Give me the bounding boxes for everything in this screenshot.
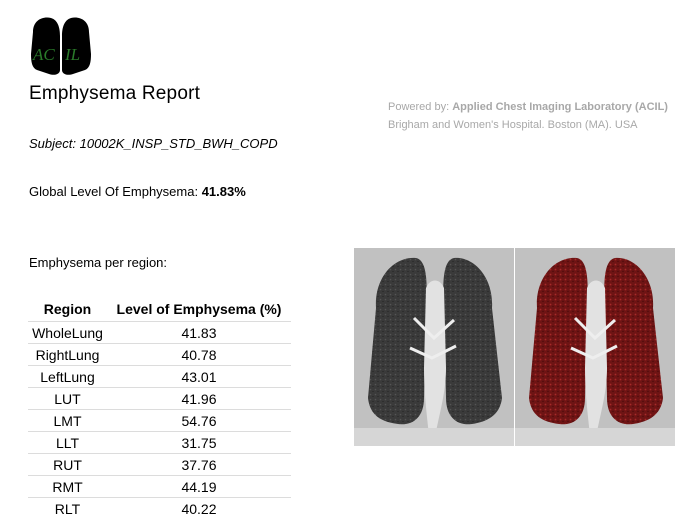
table-row: WholeLung 41.83 <box>28 321 291 344</box>
acil-logo: AC IL <box>31 17 91 75</box>
subject-label: Subject: <box>29 136 76 151</box>
region-table: Region Level of Emphysema (%) WholeLung 4… <box>28 297 291 519</box>
powered-by-block: Powered by: Applied Chest Imaging Labora… <box>388 98 668 134</box>
table-header-row: Region Level of Emphysema (%) <box>28 297 291 322</box>
emphysema-value-cell: 54.76 <box>107 409 291 432</box>
emphysema-value-cell: 44.19 <box>107 475 291 498</box>
report-title: Emphysema Report <box>29 83 201 104</box>
emphysema-value-cell: 40.22 <box>107 497 291 519</box>
table-row: RUT 37.76 <box>28 453 291 476</box>
logo-letters-il: IL <box>64 45 80 64</box>
column-header-level: Level of Emphysema (%) <box>116 301 282 317</box>
region-name-cell: RLT <box>28 497 107 519</box>
logo-letters-ac: AC <box>32 45 55 64</box>
region-name-cell: LeftLung <box>28 365 107 388</box>
emphysema-value-cell: 37.76 <box>107 453 291 476</box>
left-lung-shape <box>31 17 60 75</box>
table-row: RightLung 40.78 <box>28 343 291 366</box>
region-name-cell: RMT <box>28 475 107 498</box>
per-region-heading: Emphysema per region: <box>29 255 168 270</box>
table-row: LLT 31.75 <box>28 431 291 454</box>
ct-emphysema-overlay-view <box>515 248 675 446</box>
emphysema-value-cell: 40.78 <box>107 343 291 366</box>
global-emphysema: Global Level Of Emphysema: 41.83% <box>29 184 246 199</box>
region-name-cell: WholeLung <box>28 321 107 344</box>
table-row: LUT 41.96 <box>28 387 291 410</box>
region-name-cell: LUT <box>28 387 107 410</box>
emphysema-value-cell: 41.83 <box>107 321 291 344</box>
region-name-cell: RightLung <box>28 343 107 366</box>
table-row: LMT 54.76 <box>28 409 291 432</box>
lab-address: Brigham and Women's Hospital. Boston (MA… <box>388 119 638 131</box>
table-row: RMT 44.19 <box>28 475 291 498</box>
right-lung-shape <box>62 17 91 75</box>
emphysema-value-cell: 31.75 <box>107 431 291 454</box>
emphysema-value-cell: 41.96 <box>107 387 291 410</box>
powered-by-prefix: Powered by: <box>388 101 450 113</box>
lab-name: Applied Chest Imaging Laboratory (ACIL) <box>452 101 668 113</box>
subject-line: Subject: 10002K_INSP_STD_BWH_COPD <box>29 136 278 151</box>
region-name-cell: RUT <box>28 453 107 476</box>
global-value: 41.83% <box>201 184 246 199</box>
column-header-region: Region <box>43 301 92 317</box>
global-label: Global Level Of Emphysema: <box>29 184 199 199</box>
ct-coronal-images <box>354 248 675 446</box>
emphysema-value-cell: 43.01 <box>107 365 291 388</box>
table-row: RLT 40.22 <box>28 497 291 519</box>
ct-plain-view <box>354 248 514 446</box>
region-name-cell: LMT <box>28 409 107 432</box>
region-name-cell: LLT <box>28 431 107 454</box>
subject-id: 10002K_INSP_STD_BWH_COPD <box>79 136 278 151</box>
table-row: LeftLung 43.01 <box>28 365 291 388</box>
